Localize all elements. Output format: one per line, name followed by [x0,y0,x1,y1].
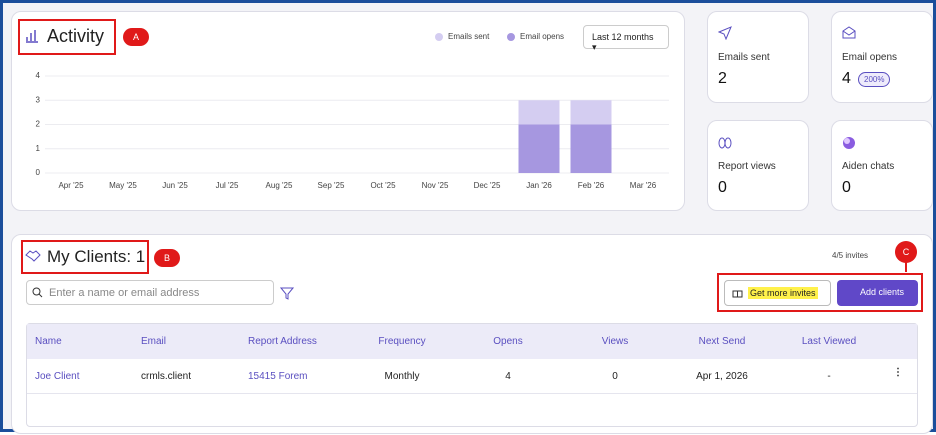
stat-card: Email opens 4 200% [831,11,933,103]
annotation-tag: B [154,249,180,267]
clients-table: Name Email Report Address Frequency Opens Vie… [26,323,918,427]
annotation-pointer [905,262,907,272]
button-label: Add clients [860,287,905,297]
period-select[interactable]: Last 12 months ▾ [583,25,669,52]
table-header: Name Email Report Address Frequency Opens Vie… [27,324,917,359]
x-tick-label: May '25 [109,181,137,190]
stat-value: 0 [718,179,727,196]
annotation-tag: C [895,241,917,263]
bar [518,100,560,125]
y-tick-label: 2 [36,120,41,129]
annotation-box [18,19,116,55]
y-tick-label: 3 [36,95,41,104]
search-icon [32,287,43,298]
column-header: Next Send [698,336,746,347]
stat-badge: 200% [858,72,891,87]
x-tick-label: Oct '25 [370,181,396,190]
activity-title: Activity [47,26,105,46]
stat-label: Email opens [842,52,898,63]
stat-value: 0 [842,179,851,196]
gift-icon [732,290,743,298]
handshake-icon [25,250,41,262]
y-tick-label: 4 [36,71,41,80]
annotation-box [21,240,149,274]
column-header: Views [601,336,629,347]
send-icon [718,26,732,40]
table-cell: 15415 Forem [248,371,308,382]
x-tick-label: Nov '25 [422,181,449,190]
table-row: Joe Client crmls.client 15415 Forem Monthly… [27,359,917,394]
x-tick-label: Jul '25 [216,181,239,190]
stat-card: Aiden chats 0 [831,120,933,211]
table-cell: 0 [612,371,618,382]
search-input[interactable]: Enter a name or email address [26,280,274,305]
search-placeholder: Enter a name or email address [49,287,200,299]
table-cell: Monthly [384,371,420,382]
x-tick-label: Jan '26 [526,181,552,190]
x-tick-label: Aug '25 [266,181,293,190]
add-clients-button[interactable]: Add clients [837,280,918,306]
column-header: Report Address [248,336,317,347]
stat-card: Report views 0 [707,120,809,211]
stat-label: Report views [718,161,776,172]
filter-button[interactable] [280,286,294,300]
stat-value: 2 [718,70,727,87]
clients-title: My Clients: 1 [47,247,146,266]
column-header: Opens [493,336,523,347]
column-header: Name [35,336,62,347]
eyes-icon [718,137,732,149]
row-menu[interactable]: ⋮ [893,367,903,378]
table-cell: crmls.client [141,371,192,382]
x-tick-label: Mar '26 [630,181,657,190]
legend-label: Email opens [520,32,564,41]
legend-dot [435,33,443,41]
bar [570,124,612,173]
stat-label: Emails sent [718,52,770,63]
bar [570,100,612,125]
y-tick-label: 1 [36,144,41,153]
column-header: Last Viewed [801,336,857,347]
x-tick-label: Feb '26 [578,181,605,190]
activity-icon [26,30,38,43]
column-header: Frequency [378,336,426,347]
x-tick-label: Jun '25 [162,181,188,190]
table-cell: - [827,371,831,382]
stat-value: 4 [842,70,851,87]
aiden-icon [843,137,855,149]
table-cell: 4 [505,371,511,382]
stat-card: Emails sent 2 [707,11,809,103]
bar [518,124,560,173]
stat-label: Aiden chats [842,161,895,172]
annotation-tag: A [123,28,149,46]
period-label: Last 12 months [592,32,654,42]
activity-chart: 0 1 2 3 4 Emails sent Email opens Apr '25 May '2… [36,32,669,190]
column-header: Email [141,336,167,347]
x-tick-label: Apr '25 [58,181,84,190]
y-tick-label: 0 [36,168,41,177]
x-tick-label: Sep '25 [318,181,345,190]
legend-dot [507,33,515,41]
button-label: Get more invites [748,287,818,299]
table-cell: Apr 1, 2026 [696,371,748,382]
table-cell: Joe Client [35,371,80,382]
x-tick-label: Dec '25 [474,181,501,190]
invites-count: 4/5 invites [832,251,869,260]
mail-icon [842,26,856,39]
legend-label: Emails sent [448,32,490,41]
annotation-box [717,273,923,312]
